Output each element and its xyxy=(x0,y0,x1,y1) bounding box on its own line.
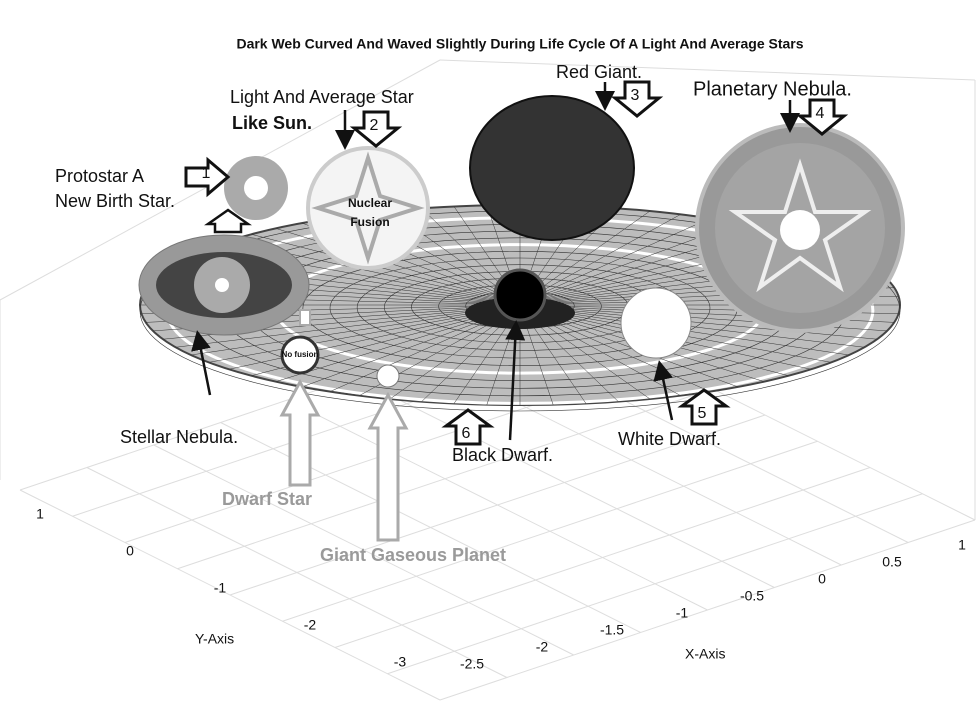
x-axis-label: X-Axis xyxy=(685,646,725,662)
x-tick-label: -2 xyxy=(536,639,549,655)
disk-spoke xyxy=(329,313,506,392)
nebula-star xyxy=(728,158,872,293)
no-fusion-label: No fusion xyxy=(282,350,319,359)
y-tick-label: -2 xyxy=(304,617,317,633)
y-tick-label: 0 xyxy=(126,543,134,559)
stage-label: Protostar A xyxy=(55,166,144,186)
disk-spoke xyxy=(453,314,515,404)
stage-arrow xyxy=(677,388,731,426)
fusion-star xyxy=(311,151,425,265)
stage-arrows: 1 2 3 4 5 6 xyxy=(184,80,849,446)
disk-spoke xyxy=(545,309,850,356)
disk-spoke xyxy=(534,218,711,297)
grid-line xyxy=(153,444,574,656)
stage-number: 2 xyxy=(370,117,379,134)
disk-spoke xyxy=(301,312,503,388)
red-giant xyxy=(469,95,635,241)
gas-planet xyxy=(376,364,400,388)
grid-line xyxy=(86,467,508,678)
stage-arrow xyxy=(441,408,495,446)
stage-label: White Dwarf. xyxy=(618,429,721,449)
fusion-label: Nuclear xyxy=(348,196,392,210)
x-tick-label: 0 xyxy=(818,571,826,587)
black-dwarf xyxy=(493,268,547,322)
tick-labels: 1 0 -1 -2 -3 -2.5 -2 -1.5 -1 -0.5 0 0.5 1 xyxy=(36,506,966,672)
pointer xyxy=(191,330,212,396)
stage-label: Like Sun. xyxy=(232,113,312,133)
stage-arrow xyxy=(184,156,231,198)
down-arrow xyxy=(299,309,311,326)
disk-spoke xyxy=(534,313,711,392)
disk-spoke xyxy=(530,210,651,296)
dwarf-star-label: Dwarf Star xyxy=(222,489,312,509)
stage-arrow xyxy=(349,110,403,148)
stage-arrow xyxy=(795,98,849,136)
stellar-nebula-center xyxy=(215,278,229,292)
fusion-label: Fusion xyxy=(350,215,389,229)
up-arrow xyxy=(367,391,409,542)
x-tick-label: 0.5 xyxy=(882,554,902,570)
stage-arrow xyxy=(610,80,664,118)
average-star xyxy=(306,146,430,270)
up-arrow xyxy=(204,208,252,234)
stage-number: 5 xyxy=(698,405,707,422)
disk-spoke xyxy=(530,314,651,400)
grid-line xyxy=(354,377,775,588)
dwarf-star xyxy=(280,335,320,375)
y-axis-label: Y-Axis xyxy=(195,631,234,647)
disk-spoke xyxy=(421,208,513,296)
stage-label: Light And Average Star xyxy=(230,87,414,107)
disk-spoke xyxy=(175,308,493,348)
pointer xyxy=(653,360,674,421)
pointer xyxy=(505,320,526,441)
stage-number: 4 xyxy=(816,105,825,122)
disk-spoke xyxy=(275,312,501,382)
disk-spoke xyxy=(208,310,496,363)
x-tick-label: -1 xyxy=(676,605,689,621)
protostar-center xyxy=(244,176,268,200)
y-tick-label: -1 xyxy=(214,580,227,596)
x-tick-label: -1.5 xyxy=(600,622,624,638)
x-tick-label: 1 xyxy=(958,537,966,553)
x-tick-label: -2.5 xyxy=(460,656,484,672)
disk-spoke xyxy=(527,314,619,402)
stage-number: 6 xyxy=(462,425,471,442)
disk-spoke xyxy=(522,314,554,405)
disk-spoke xyxy=(525,314,587,404)
up-arrow xyxy=(279,378,321,487)
stage-number: 1 xyxy=(202,165,211,182)
white-dwarf xyxy=(620,287,692,359)
disk-spoke xyxy=(548,308,878,340)
stage-number: 3 xyxy=(631,87,640,104)
planet-label: Giant Gaseous Planet xyxy=(320,545,506,565)
disk-spoke xyxy=(421,314,513,402)
disk-spoke xyxy=(532,214,681,297)
grid-line xyxy=(439,59,976,81)
y-tick-label: -3 xyxy=(394,654,407,670)
stage-label: New Birth Star. xyxy=(55,191,175,211)
disk-spoke xyxy=(228,311,498,370)
title: Dark Web Curved And Waved Slightly Durin… xyxy=(236,36,803,52)
stellar-nebula-label: Stellar Nebula. xyxy=(120,427,238,447)
grid-line xyxy=(19,489,441,701)
grid-line xyxy=(220,422,641,633)
disk-spoke xyxy=(389,314,510,400)
stage-label: Black Dwarf. xyxy=(452,445,553,465)
y-tick-label: 1 xyxy=(36,506,44,522)
x-tick-label: -0.5 xyxy=(740,588,764,604)
nebula-core xyxy=(780,210,820,250)
disk-spoke xyxy=(532,313,681,396)
stage-label: Red Giant. xyxy=(556,62,642,82)
disk-spoke xyxy=(547,308,865,348)
stage-label: Planetary Nebula. xyxy=(693,78,852,100)
disk-spoke xyxy=(190,309,495,356)
grid-line xyxy=(287,399,708,611)
